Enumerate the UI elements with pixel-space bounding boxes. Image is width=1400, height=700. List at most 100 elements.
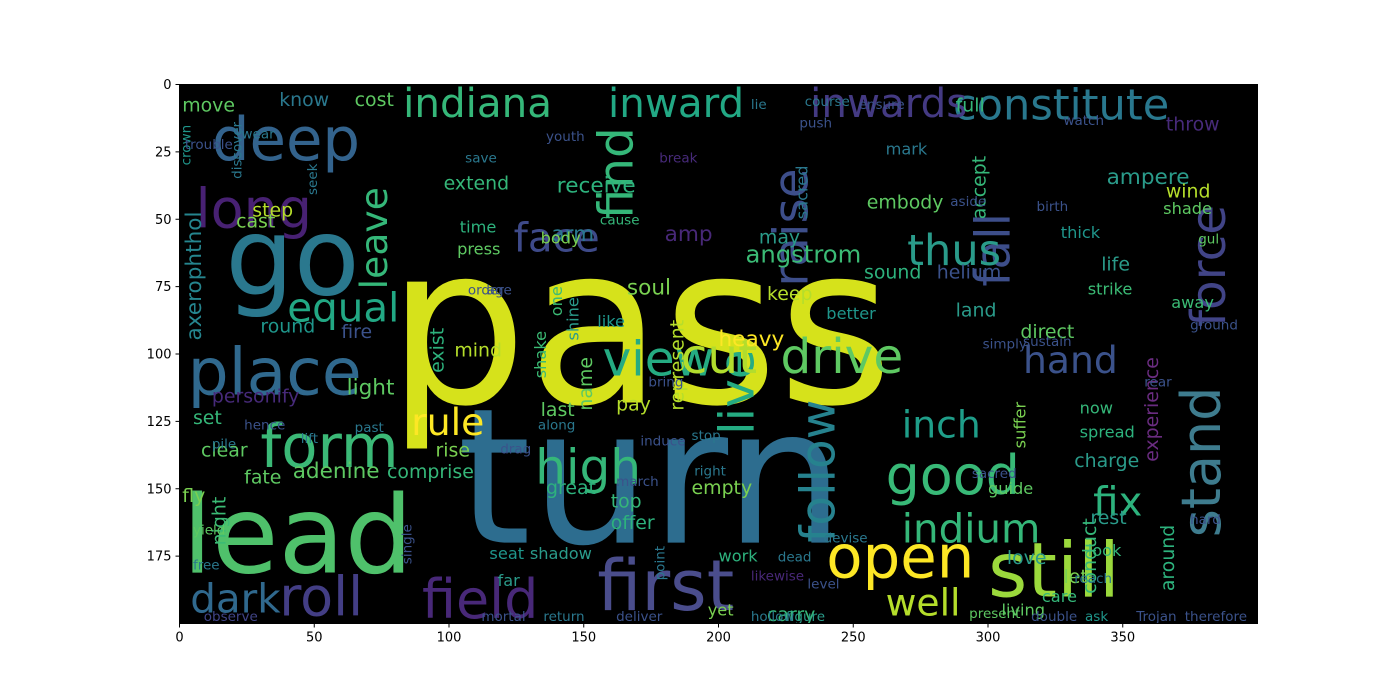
word-high: high xyxy=(535,439,641,495)
word-place: place xyxy=(188,335,362,410)
word-cast: cast xyxy=(236,210,275,232)
word-soul: soul xyxy=(627,276,671,301)
word-far: far xyxy=(498,571,521,590)
word-youth: youth xyxy=(546,129,585,145)
word-know: know xyxy=(279,89,329,111)
word-arm: arm xyxy=(551,222,594,247)
word-face: face xyxy=(514,214,600,262)
word-seat: seat xyxy=(489,544,524,563)
word-deep: deep xyxy=(212,105,360,174)
word-angstrom: angstrom xyxy=(745,239,861,268)
word-trouble: trouble xyxy=(185,137,233,153)
word-experience: experience xyxy=(1141,357,1163,462)
word-direct: direct xyxy=(1020,321,1074,343)
word-cause: cause xyxy=(600,213,640,229)
word-full: full xyxy=(956,94,985,116)
word-roll: roll xyxy=(279,565,363,628)
word-love: love xyxy=(1007,547,1047,569)
word-lift: lift xyxy=(301,431,318,447)
word-receive: receive xyxy=(557,173,636,198)
y-tick-label-50: 50 xyxy=(155,213,172,228)
word-time: time xyxy=(460,218,497,237)
y-tick-label-175: 175 xyxy=(147,550,172,565)
word-body: body xyxy=(541,229,581,248)
word-press: press xyxy=(457,239,500,258)
y-tick-label-0: 0 xyxy=(163,78,171,93)
word-fall: fall xyxy=(966,213,1022,287)
y-tick-label-150: 150 xyxy=(147,482,172,497)
word-ensure: ensure xyxy=(859,97,905,113)
word-devise: devise xyxy=(824,531,868,547)
word-sound: sound xyxy=(864,262,921,284)
word-helium: helium xyxy=(937,262,1001,284)
word-bring: bring xyxy=(648,374,683,390)
word-light: light xyxy=(347,375,395,400)
word-like: like xyxy=(597,312,625,331)
word-throw: throw xyxy=(1166,113,1220,135)
word-hand: hand xyxy=(1023,338,1118,382)
word-move: move xyxy=(182,94,235,116)
word-rear: rear xyxy=(1144,374,1172,390)
word-represent: represent xyxy=(666,320,688,411)
word-night: night xyxy=(208,497,230,546)
word-mark: mark xyxy=(886,140,928,159)
word-live: live xyxy=(710,349,766,435)
x-tick-label-200: 200 xyxy=(706,631,731,646)
word-rise: rise xyxy=(436,439,470,461)
word-sacred-164: sacred xyxy=(972,466,1017,482)
word-birth: birth xyxy=(1037,199,1069,215)
word-leave: leave xyxy=(352,187,396,289)
word-seek: seek xyxy=(305,163,321,195)
word-extend: extend xyxy=(444,173,509,195)
word-constitute: constitute xyxy=(953,81,1169,131)
word-ask: ask xyxy=(1085,609,1108,625)
word-raise: raise xyxy=(763,168,819,286)
word-wear: wear xyxy=(241,126,275,142)
word-hollow: hollow xyxy=(751,609,795,625)
word-fix: fix xyxy=(1093,478,1142,526)
word-push: push xyxy=(799,116,832,132)
word-break: break xyxy=(659,151,697,167)
word-clear: clear xyxy=(201,439,248,461)
word-dead: dead xyxy=(778,550,812,566)
word-embody: embody xyxy=(867,191,944,213)
word-shake: shake xyxy=(531,331,550,378)
word-double: double xyxy=(1031,609,1077,625)
word-yet: yet xyxy=(708,600,734,619)
word-therefore: therefore xyxy=(1185,609,1247,625)
y-tick-label-75: 75 xyxy=(155,280,172,295)
word-fly: fly xyxy=(182,485,205,507)
word-lead: lead xyxy=(182,473,413,598)
word-equal: equal xyxy=(287,284,399,332)
x-tick-label-100: 100 xyxy=(437,631,462,646)
word-sustain: sustain xyxy=(1023,334,1071,350)
word-induce: induce xyxy=(640,434,685,450)
word-pile: pile xyxy=(212,436,236,452)
word-wind: wind xyxy=(1166,181,1211,203)
word-carry: carry xyxy=(767,604,815,626)
word-march: march xyxy=(616,474,659,490)
word-force: force xyxy=(1181,205,1237,327)
word-hence: hence xyxy=(244,417,285,433)
word-ground: ground xyxy=(1190,318,1238,334)
word-drive: drive xyxy=(780,329,903,385)
x-tick-label-0: 0 xyxy=(175,631,183,646)
word-along: along xyxy=(538,417,575,433)
word-work: work xyxy=(719,547,759,566)
word-top: top xyxy=(611,491,642,513)
word-past: past xyxy=(355,420,384,436)
x-tick-label-150: 150 xyxy=(571,631,596,646)
word-first: first xyxy=(597,545,734,627)
image-background xyxy=(179,84,1258,624)
word-care: care xyxy=(1042,587,1077,606)
word-long: long xyxy=(196,177,312,240)
word-last: last xyxy=(541,399,575,421)
word-heavy: heavy xyxy=(719,327,785,352)
word-yield: yield xyxy=(193,523,225,539)
word-follow: follow xyxy=(790,400,846,543)
word-mortal: mortal xyxy=(481,609,525,625)
word-accept: accept xyxy=(968,156,990,219)
word-inch: inch xyxy=(902,403,981,447)
word-good: good xyxy=(886,444,1020,507)
word-stop: stop xyxy=(692,428,721,444)
